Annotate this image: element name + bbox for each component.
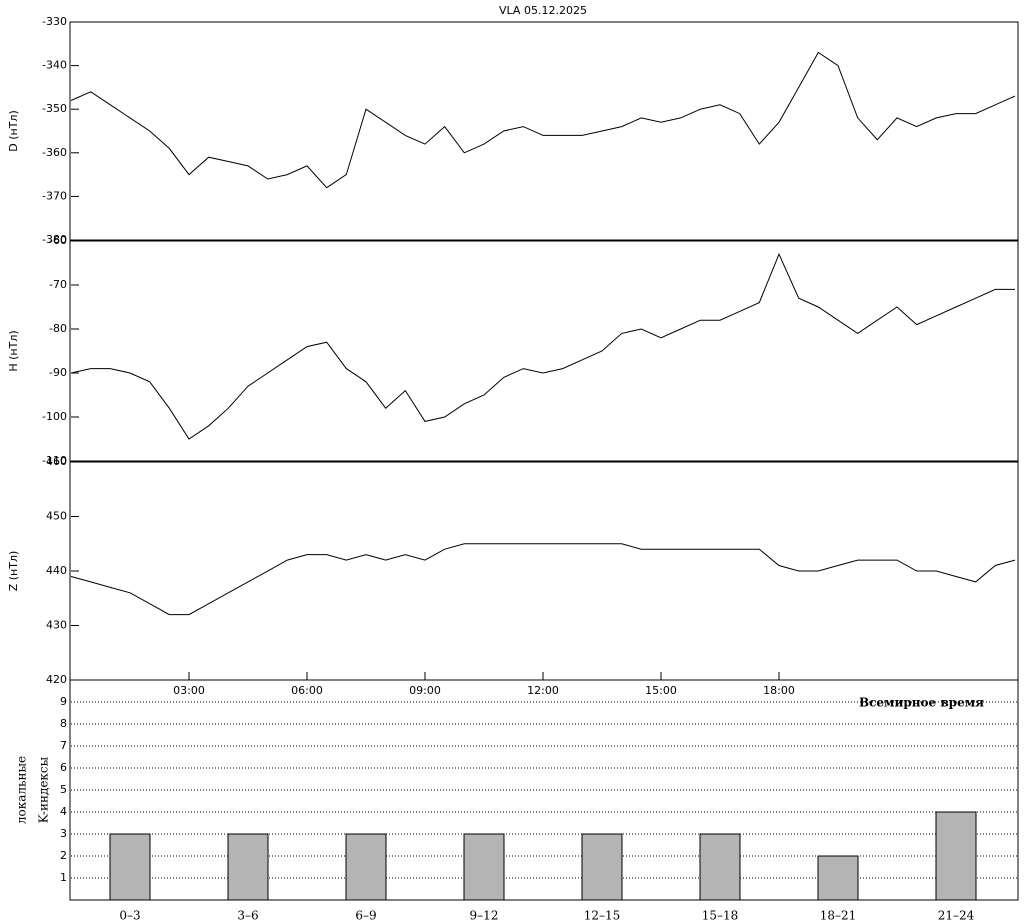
y-tick-label: 3 [60,827,67,840]
x-tick-label: 9–12 [470,909,499,921]
x-tick-label: 06:00 [291,684,323,697]
y-tick-label: 8 [60,717,67,730]
data-line [70,543,1016,616]
y-tick-label: 4 [60,805,67,818]
y-axis-label: H (нТл) [7,330,20,371]
y-tick-label: 7 [60,739,67,752]
x-tick-label: 21–24 [938,909,975,921]
chart-title: VLA 05.12.2025 [499,4,587,17]
plot-frame [69,679,1019,901]
y-tick-label: -370 [42,189,67,202]
y-tick-label: 6 [60,761,67,774]
plot-frame [69,461,1019,681]
y-tick-label: 420 [46,673,67,686]
y-tick-label: -60 [49,234,67,247]
bar [581,833,623,901]
y-tick-label: 440 [46,564,67,577]
x-tick-label: 15:00 [645,684,677,697]
y-tick-label: 430 [46,619,67,632]
x-tick-label: 03:00 [173,684,205,697]
y-tick-label: 9 [60,695,67,708]
y-axis-label: локальные [15,756,29,824]
y-tick-label: -90 [49,366,67,379]
bar [345,833,387,901]
x-axis-label: Всемирное время [859,696,984,710]
x-tick-label: 0–3 [119,909,140,921]
y-tick-label: 5 [60,783,67,796]
y-tick-label: -70 [49,278,67,291]
y-tick-label: 2 [60,849,67,862]
y-tick-label: -360 [42,146,67,159]
plot-frame [69,240,1019,462]
bar [935,811,977,901]
y-tick-label: -110 [42,454,67,467]
y-tick-label: -330 [42,15,67,28]
x-tick-label: 12–15 [584,909,621,921]
y-tick-label: 460 [46,455,67,468]
y-tick-label: -380 [42,233,67,246]
bar [699,833,741,901]
y-tick-label: 1 [60,871,67,884]
data-line [70,252,1015,440]
x-tick-label: 12:00 [527,684,559,697]
x-tick-label: 18–21 [820,909,857,921]
y-axis-label: K-индексы [37,756,51,823]
bar [227,833,269,901]
y-tick-label: -100 [42,410,67,423]
y-tick-label: -340 [42,59,67,72]
y-tick-label: -80 [49,322,67,335]
y-axis-label: Z (нТл) [7,551,20,592]
y-tick-label: -350 [42,102,67,115]
x-tick-label: 15–18 [702,909,739,921]
x-tick-label: 18:00 [763,684,795,697]
data-line [70,51,1016,189]
bar [109,833,151,901]
x-tick-label: 09:00 [409,684,441,697]
x-tick-label: 6–9 [355,909,376,921]
bar [463,833,505,901]
bar [817,855,859,901]
y-axis-label: D (нТл) [7,110,20,152]
y-tick-label: 450 [46,510,67,523]
x-tick-label: 3–6 [237,909,258,921]
plot-frame [69,21,1019,241]
